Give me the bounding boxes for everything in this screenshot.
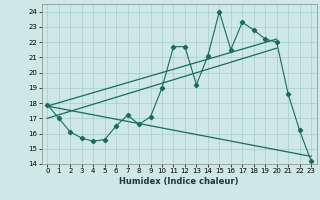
X-axis label: Humidex (Indice chaleur): Humidex (Indice chaleur)	[119, 177, 239, 186]
